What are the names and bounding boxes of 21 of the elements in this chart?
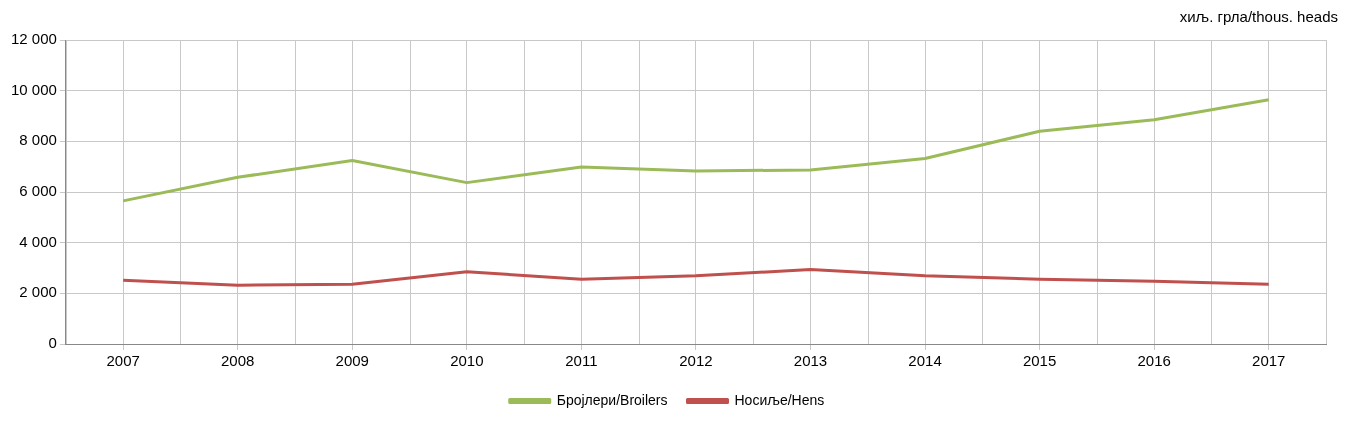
legend-label: Носиље/Hens	[734, 391, 825, 408]
x-tick-label: 2016	[1137, 352, 1171, 370]
x-tick-label: 2011	[565, 352, 598, 370]
y-tick-label: 2 000	[19, 283, 57, 301]
x-tick-label: 2010	[450, 352, 484, 370]
y-tick-label: 4 000	[19, 232, 57, 250]
y-tick-label: 10 000	[10, 80, 57, 98]
y-axis-title: хиљ. грла/thous. heads	[1178, 8, 1339, 27]
y-tick-label: 8 000	[19, 131, 57, 149]
y-tick-label: 6 000	[19, 182, 57, 200]
x-tick-label: 2017	[1252, 352, 1286, 370]
x-tick-label: 2007	[106, 352, 140, 370]
legend-label: Бројлери/Broilers	[556, 391, 668, 408]
x-tick-label: 2009	[335, 352, 369, 370]
x-tick-label: 2012	[679, 352, 713, 370]
x-tick-label: 2014	[908, 352, 942, 370]
x-tick-label: 2015	[1022, 352, 1057, 370]
x-tick-label: 2013	[793, 352, 828, 370]
y-tick-label: 0	[48, 334, 57, 352]
x-tick-label: 2008	[221, 352, 255, 370]
y-tick-label: 12 000	[10, 30, 57, 48]
